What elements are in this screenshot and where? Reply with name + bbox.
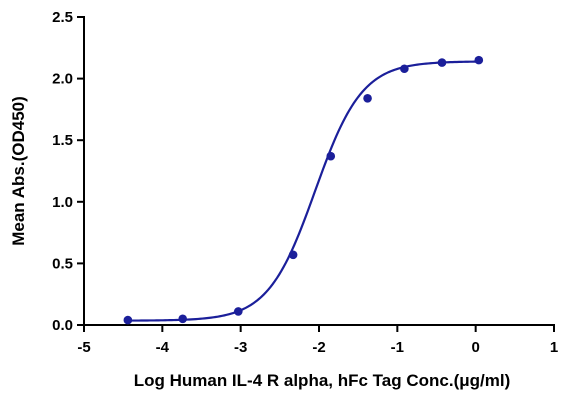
x-tick-label: -4 (156, 339, 170, 356)
x-tick-label: -1 (391, 339, 404, 356)
y-tick-label: 1.5 (52, 132, 73, 149)
data-point (474, 55, 484, 65)
data-point (234, 307, 243, 316)
data-points (123, 55, 484, 325)
data-point (400, 64, 409, 74)
y-ticks: 0.0 0.5 1.0 1.5 2.0 2.5 (52, 9, 84, 334)
x-tick-label: 1 (550, 339, 558, 356)
y-tick-label: 0.5 (52, 255, 73, 272)
data-point (363, 94, 372, 103)
x-tick-label: -2 (312, 339, 325, 356)
data-point (437, 58, 447, 67)
y-axis-title: Mean Abs.(OD450) (9, 96, 28, 246)
data-point (326, 151, 336, 161)
axes (83, 16, 555, 326)
data-point (178, 314, 187, 324)
x-tick-label: -5 (77, 339, 90, 356)
x-tick-label: 0 (471, 339, 479, 356)
fit-curve-line (127, 60, 479, 322)
x-tick-label: -3 (234, 339, 247, 356)
x-axis-title: Log Human IL-4 R alpha, hFc Tag Conc.(μg… (134, 371, 511, 390)
y-tick-label: 1.0 (52, 194, 73, 211)
y-tick-label: 0.0 (52, 317, 73, 334)
data-point (288, 250, 298, 260)
data-point (123, 315, 133, 325)
y-tick-label: 2.0 (52, 71, 73, 88)
x-ticks: -5 -4 -3 -2 -1 0 1 (77, 325, 558, 356)
y-tick-label: 2.5 (52, 9, 73, 26)
